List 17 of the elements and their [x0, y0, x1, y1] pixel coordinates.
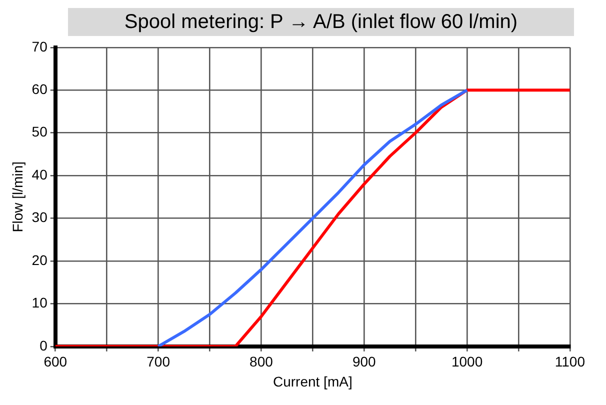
- y-tick-label: 60: [32, 80, 48, 97]
- chart-title: Spool metering: P → A/B (inlet flow 60 l/min): [68, 8, 574, 36]
- x-axis-title: Current [mA]: [272, 373, 352, 390]
- x-tick-label: 900: [352, 354, 376, 370]
- x-tick-label: 1000: [451, 354, 483, 370]
- y-tick-label: 30: [32, 209, 48, 226]
- y-tick-label: 70: [32, 38, 48, 54]
- y-tick-label: 10: [32, 294, 48, 311]
- x-tick-label: 700: [146, 354, 170, 370]
- x-tick-label: 1100: [554, 354, 586, 370]
- y-axis-title: Flow [l/min]: [9, 162, 26, 232]
- y-tick-label: 0: [40, 337, 48, 354]
- x-tick-label: 800: [250, 354, 274, 370]
- y-tick-label: 20: [32, 252, 48, 268]
- x-tick-label: 600: [44, 354, 68, 370]
- y-tick-label: 40: [32, 166, 48, 182]
- y-tick-label: 50: [32, 124, 48, 140]
